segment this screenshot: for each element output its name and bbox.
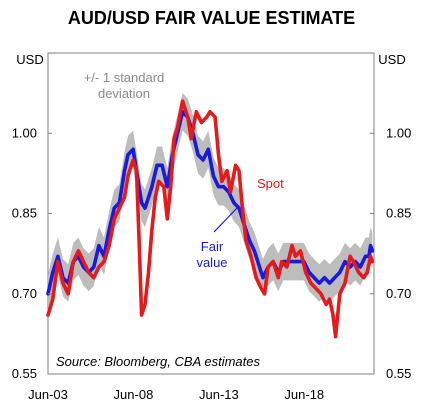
y-tick-label-left: 1.00 — [12, 125, 37, 140]
y-tick-label-left: 0.85 — [12, 206, 37, 221]
fair-label-leader — [213, 207, 238, 233]
y-axis-unit-right: USD — [378, 52, 405, 67]
series-label-spot: Spot — [257, 176, 284, 191]
band-annotation-line: deviation — [98, 86, 150, 101]
band-annotation-line: +/- 1 standard — [84, 70, 165, 85]
y-ticks-left: 0.55 0.70 0.85 1.00 — [12, 125, 52, 381]
y-tick-label-right: 0.85 — [386, 206, 411, 221]
y-tick-label-right: 0.55 — [386, 366, 411, 381]
y-tick-label-left: 0.55 — [12, 366, 37, 381]
x-tick-label: Jun-13 — [199, 387, 239, 402]
spot-line — [46, 99, 375, 339]
y-tick-label-right: 1.00 — [386, 125, 411, 140]
chart-title: AUD/USD FAIR VALUE ESTIMATE — [68, 8, 355, 28]
y-axis-unit-left: USD — [16, 52, 43, 67]
fair-value-label-line: Fair — [201, 239, 224, 254]
series-lines-layer — [46, 99, 375, 339]
y-ticks-right: 0.55 0.70 0.85 1.00 — [370, 125, 411, 381]
x-tick-label: Jun-03 — [28, 387, 68, 402]
x-tick-label: Jun-08 — [114, 387, 154, 402]
plot-frame — [47, 52, 375, 375]
source-note: Source: Bloomberg, CBA estimates — [56, 354, 260, 369]
y-tick-label-right: 0.70 — [386, 286, 411, 301]
y-tick-label-left: 0.70 — [12, 286, 37, 301]
x-tick-label: Jun-18 — [284, 387, 324, 402]
deviation-band — [48, 93, 373, 313]
fair-value-line — [46, 110, 375, 296]
x-ticks: Jun-03 Jun-08 Jun-13 Jun-18 — [28, 387, 324, 402]
deviation-band-layer — [48, 93, 373, 313]
fair-value-label-line: value — [196, 255, 227, 270]
